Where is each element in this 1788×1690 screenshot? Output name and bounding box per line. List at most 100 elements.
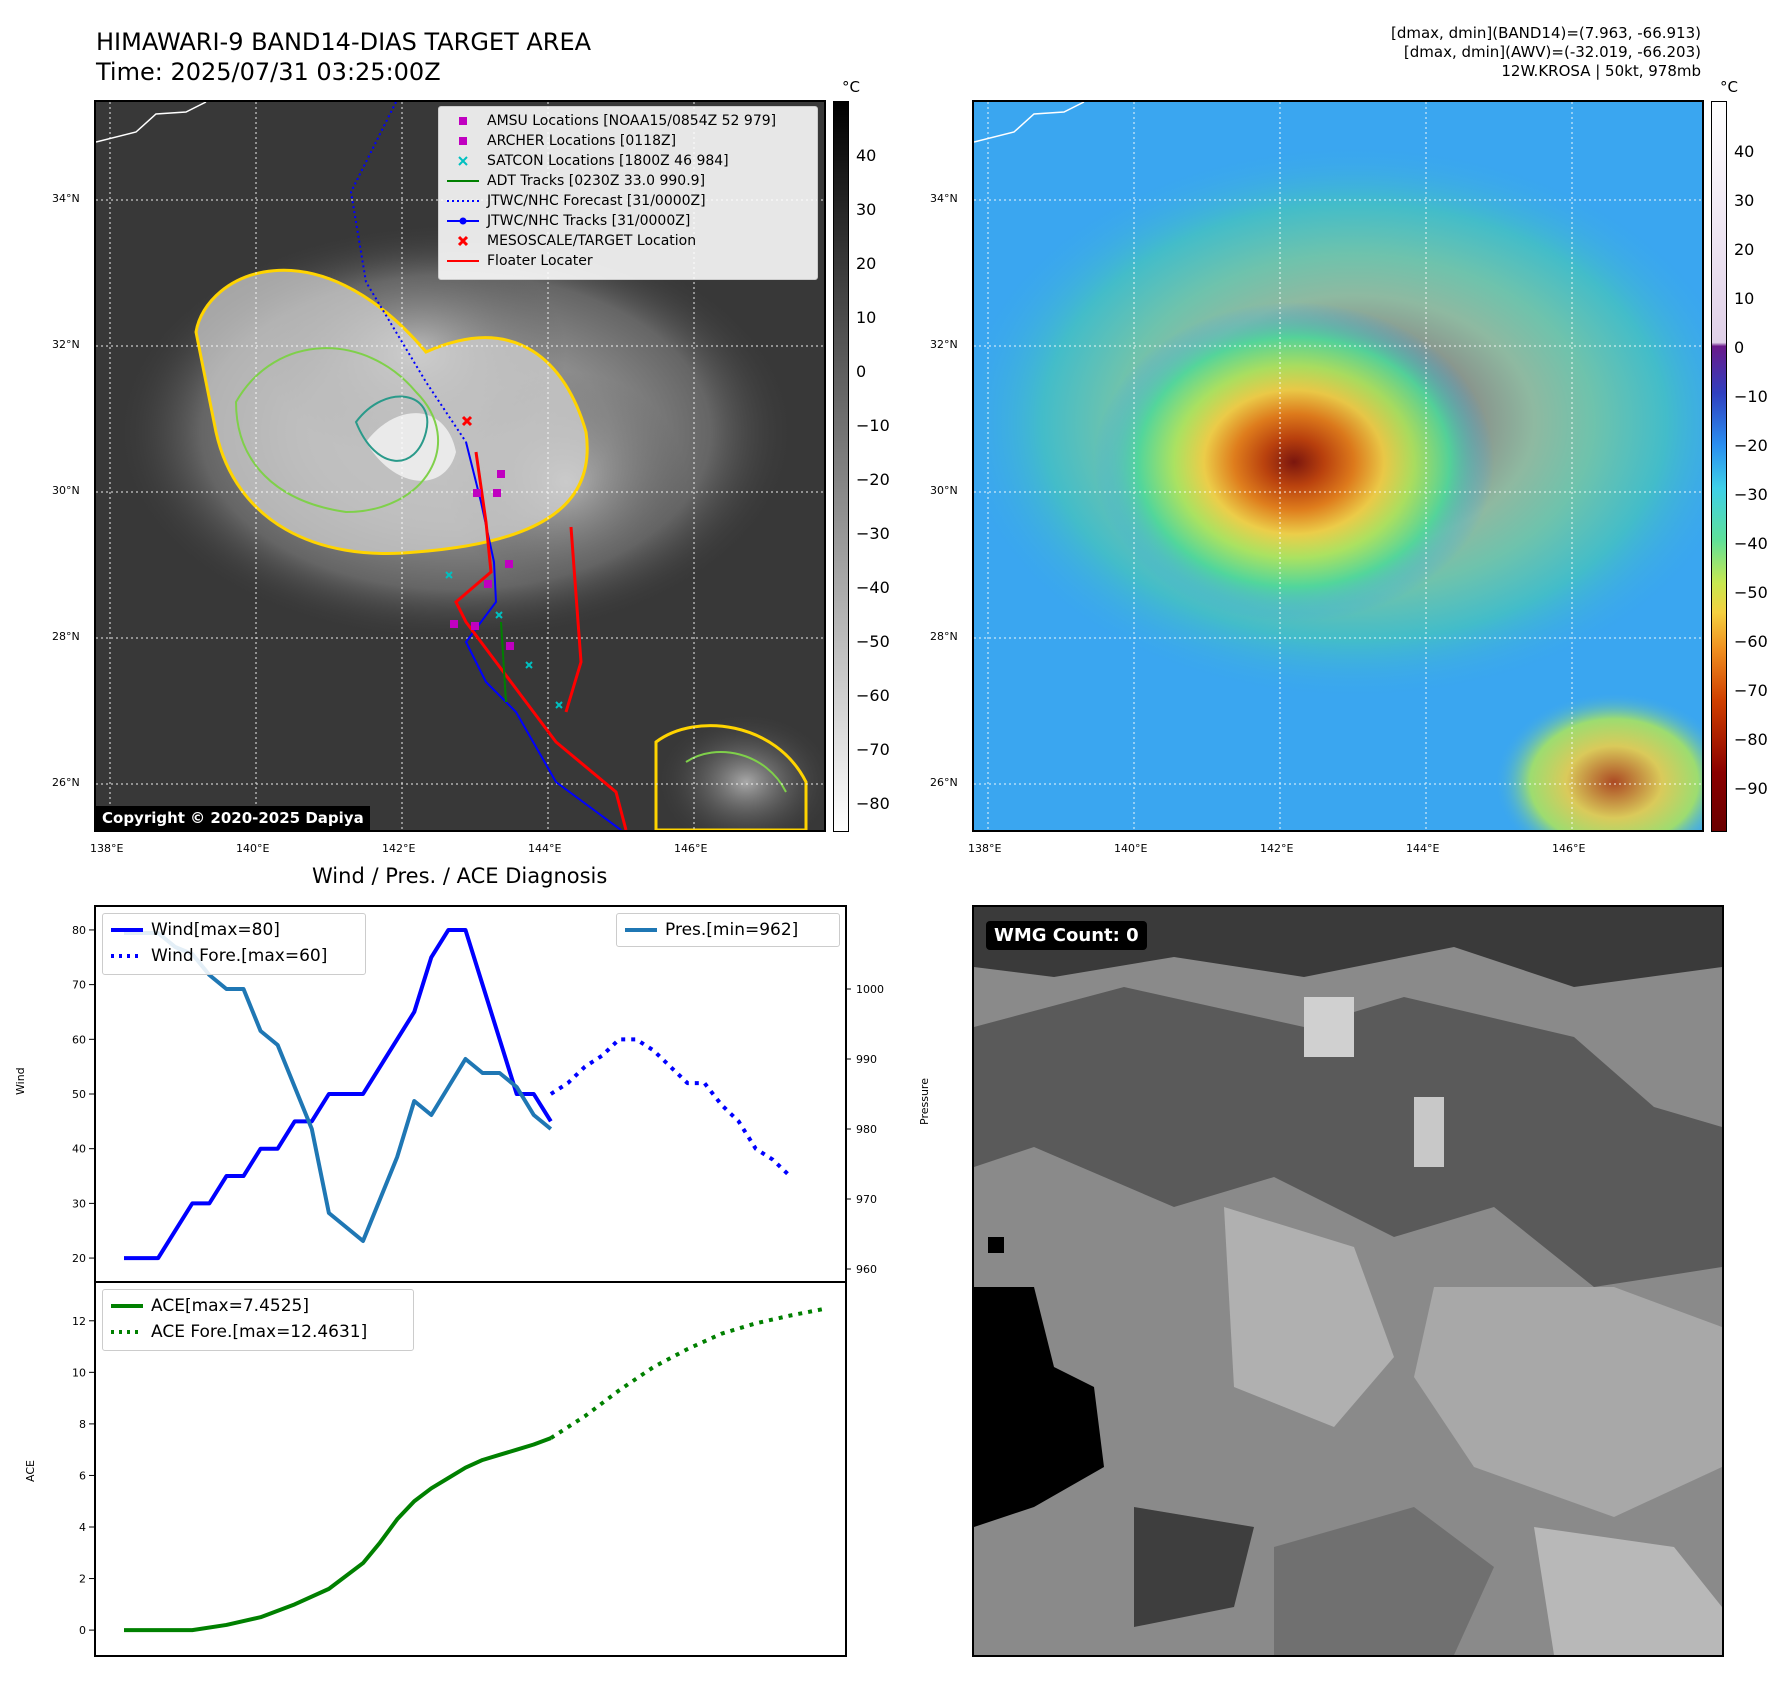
lon-tick: 138°E: [968, 842, 1002, 855]
satcon-markers: [445, 571, 563, 709]
colorbar-unit: °C: [1720, 78, 1738, 96]
lon-tick: 140°E: [1114, 842, 1148, 855]
legend-label: MESOSCALE/TARGET Location: [487, 233, 697, 249]
amsu-markers: [450, 470, 514, 650]
diagnosis-title: Wind / Pres. / ACE Diagnosis: [312, 864, 608, 888]
adt-track: [500, 621, 507, 703]
pressure-legend: Pres.[min=962]: [616, 913, 840, 947]
colorbar-tick: 10: [856, 308, 877, 327]
ace-forecast-series-line: [549, 1306, 825, 1440]
colorbar-tick: −50: [856, 632, 890, 651]
legend-label: Wind Fore.[max=60]: [151, 946, 328, 966]
info-band14: [dmax, dmin](BAND14)=(7.963, -66.913): [1390, 24, 1701, 42]
ace-ytick-label: 2: [79, 1573, 86, 1586]
colorbar-tick: −40: [1734, 534, 1768, 553]
colorbar-tick: −50: [1734, 583, 1768, 602]
pressure-ytick-label: 970: [856, 1193, 877, 1206]
ace-ytick-label: 12: [72, 1315, 86, 1328]
info-awv: [dmax, dmin](AWV)=(-32.019, -66.203): [1403, 43, 1701, 61]
wind-ytick-label: 50: [72, 1088, 86, 1101]
colorbar-tick: 0: [856, 362, 867, 381]
ace-ylabel: ACE: [24, 1460, 37, 1482]
copyright-label: Copyright © 2020-2025 Dapiya: [96, 806, 370, 830]
awv-map-panel: [972, 100, 1704, 832]
lon-tick: 140°E: [236, 842, 270, 855]
colorbar-tick: 40: [856, 146, 877, 165]
lat-tick: 28°N: [52, 630, 80, 643]
colorbar-tick: −70: [856, 740, 890, 759]
pressure-series-line: [124, 931, 553, 1243]
pressure-ylabel: Pressure: [918, 1078, 931, 1125]
legend-label: ACE Fore.[max=12.4631]: [151, 1322, 368, 1342]
wind-ytick-label: 30: [72, 1197, 86, 1210]
ace-svg: 0 2 4 6 8 10 12: [72, 1281, 847, 1657]
colorbar-unit: °C: [842, 78, 860, 96]
ir-colorbar: [833, 101, 849, 832]
colorbar-tick: 20: [856, 254, 877, 273]
wind-ytick-label: 40: [72, 1143, 86, 1156]
ace-series-line: [124, 1436, 552, 1633]
colorbar-tick: −90: [1734, 779, 1768, 798]
legend-label: ADT Tracks [0230Z 33.0 990.9]: [487, 173, 706, 189]
lon-tick: 142°E: [1260, 842, 1294, 855]
colorbar-tick: −30: [856, 524, 890, 543]
target-location-marker: [461, 415, 473, 427]
lat-tick: 34°N: [52, 192, 80, 205]
floater-track: [454, 451, 628, 830]
legend-label: Wind[max=80]: [151, 920, 280, 940]
lat-tick: 32°N: [930, 338, 958, 351]
colorbar-tick: 30: [1734, 191, 1755, 210]
ace-ytick-label: 0: [79, 1624, 86, 1637]
lat-tick: 26°N: [930, 776, 958, 789]
legend-label: Pres.[min=962]: [665, 920, 799, 940]
wmg-count-badge: WMG Count: 0: [986, 921, 1147, 950]
pressure-ytick-label: 960: [856, 1263, 877, 1276]
legend-label: JTWC/NHC Tracks [31/0000Z]: [487, 213, 691, 229]
lat-tick: 32°N: [52, 338, 80, 351]
ace-ytick-label: 4: [79, 1521, 86, 1534]
pressure-ytick-label: 980: [856, 1123, 877, 1136]
ace-ytick-label: 8: [79, 1418, 86, 1431]
colorbar-tick: −60: [856, 686, 890, 705]
wind-ytick-label: 80: [72, 924, 86, 937]
awv-colorbar: [1711, 101, 1727, 832]
colorbar-tick: 20: [1734, 240, 1755, 259]
info-storm: 12W.KROSA | 50kt, 978mb: [1501, 62, 1701, 80]
colorbar-tick: −10: [856, 416, 890, 435]
lon-tick: 144°E: [528, 842, 562, 855]
colorbar-tick: 40: [1734, 142, 1755, 161]
lon-tick: 146°E: [674, 842, 708, 855]
wmg-panel: WMG Count: 0: [972, 905, 1724, 1657]
lat-tick: 30°N: [930, 484, 958, 497]
wind-legend: Wind[max=80] Wind Fore.[max=60]: [102, 913, 366, 975]
lat-tick: 34°N: [930, 192, 958, 205]
colorbar-tick: 30: [856, 200, 877, 219]
wind-pressure-svg: 20 30 40 50 60 70 80 960 970 980 990 1000: [72, 905, 884, 1283]
wind-pressure-chart: 20 30 40 50 60 70 80 960 970 980 990 1000 Wind[max=…: [72, 905, 884, 1283]
figure-title: HIMAWARI-9 BAND14-DIAS TARGET AREA: [96, 28, 592, 56]
lon-tick: 144°E: [1406, 842, 1440, 855]
ace-chart: 0 2 4 6 8 10 12 ACE[max=7.4525] ACE Fore.[max=…: [72, 1281, 847, 1657]
lon-tick: 146°E: [1552, 842, 1586, 855]
colorbar-tick: −40: [856, 578, 890, 597]
map-legend: AMSU Locations [NOAA15/0854Z 52 979] ARC…: [438, 106, 818, 280]
time-label: Time: 2025/07/31 03:25:00Z: [96, 58, 441, 86]
awv-gridlines: [974, 102, 1702, 830]
ace-ytick-label: 10: [72, 1366, 86, 1379]
jtwc-forecast-track: [349, 102, 467, 443]
wind-ytick-label: 60: [72, 1033, 86, 1046]
colorbar-tick: −10: [1734, 387, 1768, 406]
awv-map-image: [974, 102, 1702, 830]
wind-series-line: [124, 927, 553, 1261]
pressure-ytick-label: 990: [856, 1053, 877, 1066]
colorbar-tick: −80: [856, 794, 890, 813]
lat-tick: 28°N: [930, 630, 958, 643]
colorbar-tick: −70: [1734, 681, 1768, 700]
wind-forecast-series-line: [549, 1037, 792, 1178]
pressure-ytick-label: 1000: [856, 983, 884, 996]
legend-label: JTWC/NHC Forecast [31/0000Z]: [487, 193, 706, 209]
colorbar-tick: −60: [1734, 632, 1768, 651]
wind-ytick-label: 20: [72, 1252, 86, 1265]
ir-map-panel: AMSU Locations [NOAA15/0854Z 52 979] ARC…: [94, 100, 826, 832]
colorbar-tick: −30: [1734, 485, 1768, 504]
